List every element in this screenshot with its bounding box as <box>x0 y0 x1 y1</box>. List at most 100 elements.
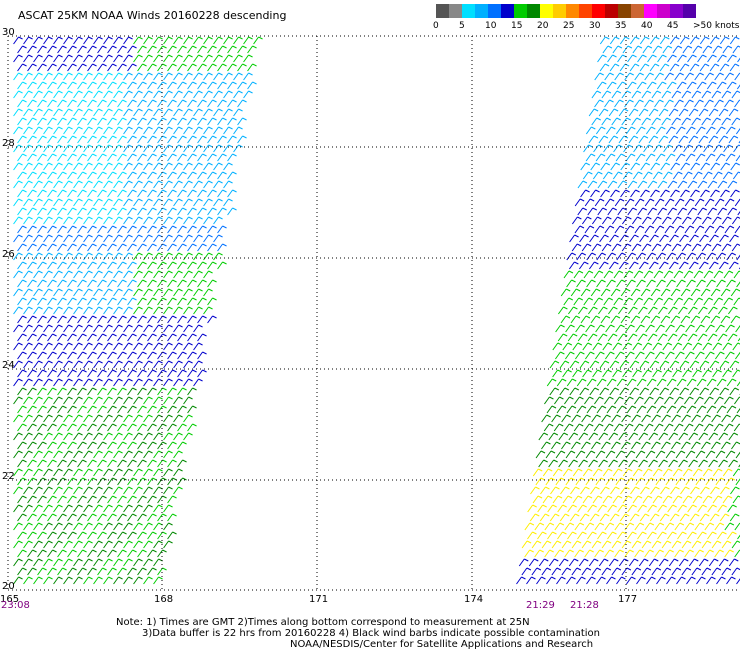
wind-barb <box>17 81 27 90</box>
wind-barb <box>103 360 113 369</box>
wind-barb <box>625 324 635 333</box>
wind-barb <box>127 549 137 558</box>
wind-barb <box>680 162 690 171</box>
wind-barb <box>667 531 677 540</box>
wind-barb <box>77 207 87 216</box>
wind-barb <box>705 153 716 162</box>
wind-barb <box>655 351 665 360</box>
wind-barb <box>648 459 658 468</box>
wind-barb <box>637 207 647 216</box>
wind-barb <box>736 254 740 261</box>
wind-barb <box>63 414 73 423</box>
wind-barb <box>687 333 698 342</box>
wind-barb <box>157 225 167 234</box>
wind-barb <box>625 477 636 486</box>
footnotes: Note: 1) Times are GMT 2)Times along bot… <box>116 617 600 650</box>
wind-barb <box>193 144 203 153</box>
wind-barb <box>652 171 663 180</box>
wind-barb <box>597 531 607 540</box>
wind-barb <box>686 279 696 288</box>
wind-barb <box>698 108 709 117</box>
wind-barb <box>572 495 583 504</box>
wind-barb <box>167 441 177 450</box>
wind-barb <box>203 72 213 81</box>
wind-barb <box>672 468 683 477</box>
wind-barb <box>187 405 197 414</box>
wind-barb <box>163 198 173 207</box>
wind-barb <box>63 36 73 45</box>
wind-barb <box>622 468 633 477</box>
wind-barb <box>23 522 33 531</box>
wind-barb <box>613 144 623 153</box>
wind-barb <box>43 54 53 63</box>
wind-barb <box>53 468 63 477</box>
wind-barb <box>566 378 577 387</box>
wind-barb <box>43 342 53 351</box>
wind-barb <box>705 324 715 333</box>
wind-barb <box>83 198 93 207</box>
wind-barb <box>716 252 727 261</box>
wind-barb <box>213 36 223 45</box>
wind-barb <box>33 180 43 189</box>
wind-barb <box>57 333 67 342</box>
wind-barb <box>564 522 575 531</box>
wind-barb <box>203 108 213 117</box>
wind-barb <box>173 90 183 99</box>
wind-barb <box>127 531 137 540</box>
wind-barb <box>669 63 680 72</box>
wind-barb <box>113 180 123 189</box>
wind-barb <box>107 99 117 108</box>
wind-barb <box>203 198 213 207</box>
wind-barb <box>127 387 137 396</box>
wind-barb <box>662 369 672 378</box>
wind-barb <box>143 306 153 315</box>
wind-barb <box>47 567 57 576</box>
wind-barb <box>630 315 641 324</box>
wind-barb <box>577 333 588 342</box>
wind-barb <box>547 504 557 513</box>
wind-barb <box>609 63 620 72</box>
color-swatch <box>644 4 657 18</box>
wind-barb <box>127 63 137 72</box>
wind-barb <box>606 279 616 288</box>
wind-barb <box>187 261 197 270</box>
wind-barb <box>569 513 580 522</box>
wind-barb <box>581 441 591 450</box>
wind-barb <box>657 306 668 315</box>
wind-barb <box>177 243 187 252</box>
wind-barb <box>601 414 611 423</box>
wind-barb <box>87 189 97 198</box>
wind-barb <box>621 243 632 252</box>
wind-barb <box>167 279 177 288</box>
wind-barb <box>247 63 257 72</box>
wind-barb <box>37 387 47 396</box>
wind-barb <box>642 171 653 180</box>
wind-barb <box>67 261 77 270</box>
wind-barb <box>642 342 653 351</box>
wind-barb <box>103 288 113 297</box>
wind-barb <box>599 234 609 243</box>
wind-barb <box>699 63 710 72</box>
wind-barb <box>700 315 711 324</box>
wind-barb <box>728 432 739 441</box>
wind-barb <box>723 144 733 153</box>
wind-barb <box>666 378 677 387</box>
wind-barb <box>619 234 629 243</box>
wind-barb <box>97 279 107 288</box>
wind-barb <box>604 225 615 234</box>
wind-barb <box>167 351 177 360</box>
wind-barb <box>13 252 23 261</box>
wind-barb <box>93 576 103 585</box>
wind-barb <box>23 36 33 45</box>
wind-barb <box>177 297 187 306</box>
wind-barb <box>559 387 570 396</box>
wind-barb <box>585 351 595 360</box>
wind-barb <box>723 297 734 306</box>
wind-barb <box>87 315 97 324</box>
wind-barb <box>107 171 117 180</box>
wind-barb <box>687 54 697 63</box>
wind-barb <box>714 72 724 81</box>
wind-barb <box>662 171 673 180</box>
wind-barb <box>672 45 683 54</box>
wind-barb <box>123 504 133 513</box>
